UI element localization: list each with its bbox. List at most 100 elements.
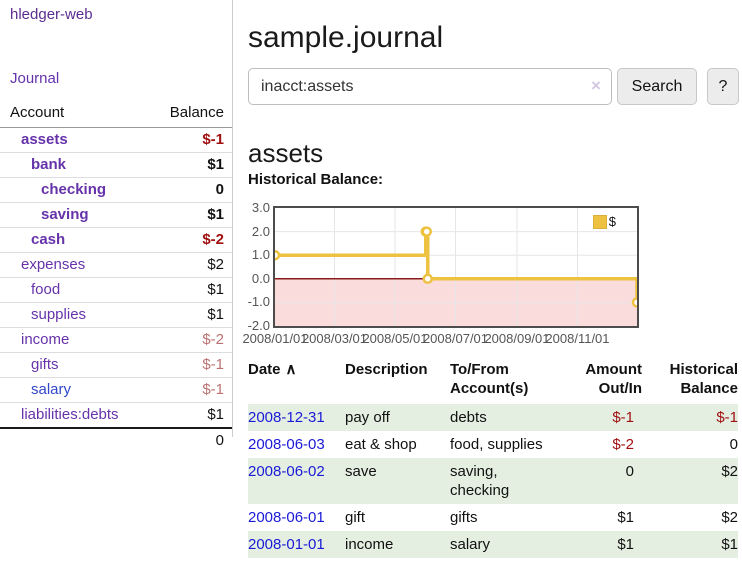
- account-row: income $-2: [0, 327, 232, 353]
- account-row: food $1: [0, 277, 232, 303]
- account-row: supplies $1: [0, 302, 232, 328]
- accounts-total-row: 0: [0, 427, 232, 453]
- accounts-header-account: Account: [0, 100, 145, 128]
- sidebar-account-link-expenses[interactable]: expenses: [21, 256, 86, 273]
- account-balance: $-2: [144, 327, 232, 353]
- account-row: checking 0: [0, 177, 232, 203]
- account-row: salary $-1: [0, 377, 232, 403]
- x-axis-label: 2008/01/01: [242, 331, 308, 346]
- account-balance: 0: [144, 177, 232, 203]
- sidebar-account-link-food[interactable]: food: [31, 281, 61, 298]
- legend-swatch-icon: [592, 214, 607, 229]
- account-balance: $-1: [144, 127, 232, 153]
- register-header-accounts: To/From Account(s): [450, 361, 529, 397]
- register-row: 2008-12-31 pay off debts $-1 $-1: [248, 404, 738, 431]
- transaction-accounts: saving, checking: [450, 463, 510, 499]
- transaction-balance: $2: [721, 463, 738, 480]
- sidebar-account-link-saving[interactable]: saving: [41, 206, 89, 223]
- transaction-balance: 0: [729, 436, 738, 453]
- sidebar-account-link-assets[interactable]: assets: [21, 131, 68, 148]
- x-axis-label: 2008/07/01: [422, 331, 489, 346]
- accounts-balance-table: Account Balance assets $-1 bank $1 checking 0…: [0, 100, 232, 453]
- chart-plot-area: $: [273, 206, 639, 328]
- data-point-marker: [631, 297, 637, 308]
- x-axis-label: 2008/11/01: [545, 331, 610, 346]
- sidebar-account-link-salary[interactable]: salary: [31, 381, 72, 398]
- account-row: bank $1: [0, 152, 232, 178]
- data-point-marker: [422, 273, 433, 285]
- transaction-accounts: gifts: [450, 509, 478, 526]
- chart-svg: [275, 208, 637, 326]
- transaction-description: income: [345, 536, 394, 553]
- data-point-marker: [275, 249, 281, 261]
- account-row: gifts $-1: [0, 352, 232, 378]
- transaction-balance: $-1: [716, 409, 738, 426]
- chart-legend: $: [591, 213, 617, 230]
- sidebar-account-link-income[interactable]: income: [21, 331, 70, 348]
- register-header-date[interactable]: Date ∧: [248, 361, 297, 378]
- register-row: 2008-06-01 gift gifts $1 $2: [248, 504, 738, 531]
- accounts-rows: assets $-1 bank $1 checking 0 saving $1 cash $-2 e…: [0, 127, 232, 429]
- sidebar-account-link-supplies[interactable]: supplies: [31, 306, 87, 323]
- accounts-total-value: 0: [144, 427, 232, 453]
- transaction-amount: $1: [617, 509, 634, 526]
- account-row: assets $-1: [0, 127, 232, 153]
- register-header-description: Description: [345, 361, 428, 378]
- x-axis-label: 2008/05/01: [362, 331, 428, 346]
- accounts-header-row: Account Balance: [0, 100, 232, 128]
- sidebar-account-link-checking[interactable]: checking: [41, 181, 107, 198]
- transaction-date-link[interactable]: 2008-01-01: [248, 536, 325, 553]
- register-header-amount: Amount Out/In: [585, 361, 642, 397]
- page-title: sample.journal: [248, 21, 444, 55]
- transaction-date-link[interactable]: 2008-12-31: [248, 409, 325, 426]
- transaction-amount: $-1: [612, 409, 634, 426]
- transaction-description: save: [345, 463, 377, 480]
- search-input[interactable]: [248, 68, 612, 105]
- sidebar-account-link-liabilities-debts[interactable]: liabilities:debts: [21, 406, 119, 423]
- x-axis-label: 2008/09/01: [484, 331, 550, 346]
- register-row: 2008-06-02 save saving, checking 0 $2: [248, 458, 738, 504]
- account-balance: $1: [144, 202, 232, 228]
- transaction-amount: $-2: [612, 436, 634, 453]
- transaction-date-link[interactable]: 2008-06-01: [248, 509, 325, 526]
- transaction-date-link[interactable]: 2008-06-02: [248, 463, 325, 480]
- register-table: Date ∧ Description To/From Account(s) Amou…: [248, 358, 738, 558]
- sidebar-item-journal[interactable]: Journal: [10, 70, 60, 87]
- x-axis-label: 2008/03/01: [301, 331, 368, 346]
- account-balance: $-1: [144, 377, 232, 403]
- account-heading: assets: [248, 137, 324, 168]
- account-row: saving $1: [0, 202, 232, 228]
- transaction-amount: 0: [625, 463, 634, 480]
- y-axis-label: 3.0: [251, 200, 270, 215]
- search-button[interactable]: Search: [617, 68, 697, 105]
- sidebar-account-link-bank[interactable]: bank: [31, 156, 67, 173]
- y-axis-label: -1.0: [247, 294, 270, 310]
- accounts-total-spacer: [0, 427, 145, 453]
- transaction-description: pay off: [345, 409, 390, 426]
- transaction-accounts: debts: [450, 409, 487, 426]
- help-button[interactable]: ?: [707, 68, 739, 105]
- transaction-description: eat & shop: [345, 436, 417, 453]
- transaction-accounts: food, supplies: [450, 436, 543, 453]
- legend-label: $: [608, 214, 616, 229]
- transaction-balance: $1: [721, 536, 738, 553]
- sidebar: hledger-web Journal Account Balance asse…: [0, 0, 233, 453]
- transaction-date-link[interactable]: 2008-06-03: [248, 436, 325, 453]
- clear-search-icon[interactable]: ×: [591, 76, 601, 95]
- account-balance: $1: [144, 277, 232, 303]
- sort-asc-icon: ∧: [285, 361, 297, 378]
- data-point-marker: [421, 226, 432, 237]
- sidebar-account-link-gifts[interactable]: gifts: [31, 356, 59, 373]
- y-axis-label: 0.0: [251, 270, 270, 286]
- register-rows: 2008-12-31 pay off debts $-1 $-1 2008-06-03 ea…: [248, 404, 738, 558]
- account-balance: $1: [144, 152, 232, 178]
- transaction-description: gift: [345, 509, 366, 526]
- account-row: liabilities:debts $1: [0, 403, 232, 429]
- app-title-link[interactable]: hledger-web: [10, 6, 93, 23]
- account-row: cash $-2: [0, 227, 232, 253]
- historical-balance-chart: $ 3.0 2.0 1.0 0.0 -1.0 -2.0 2008/01/01 2008/03/…: [240, 200, 740, 350]
- register-header-balance: Historical Balance: [669, 361, 738, 397]
- account-balance: $-1: [144, 352, 232, 378]
- y-axis-label: -2.0: [247, 318, 270, 333]
- sidebar-account-link-cash[interactable]: cash: [31, 231, 66, 248]
